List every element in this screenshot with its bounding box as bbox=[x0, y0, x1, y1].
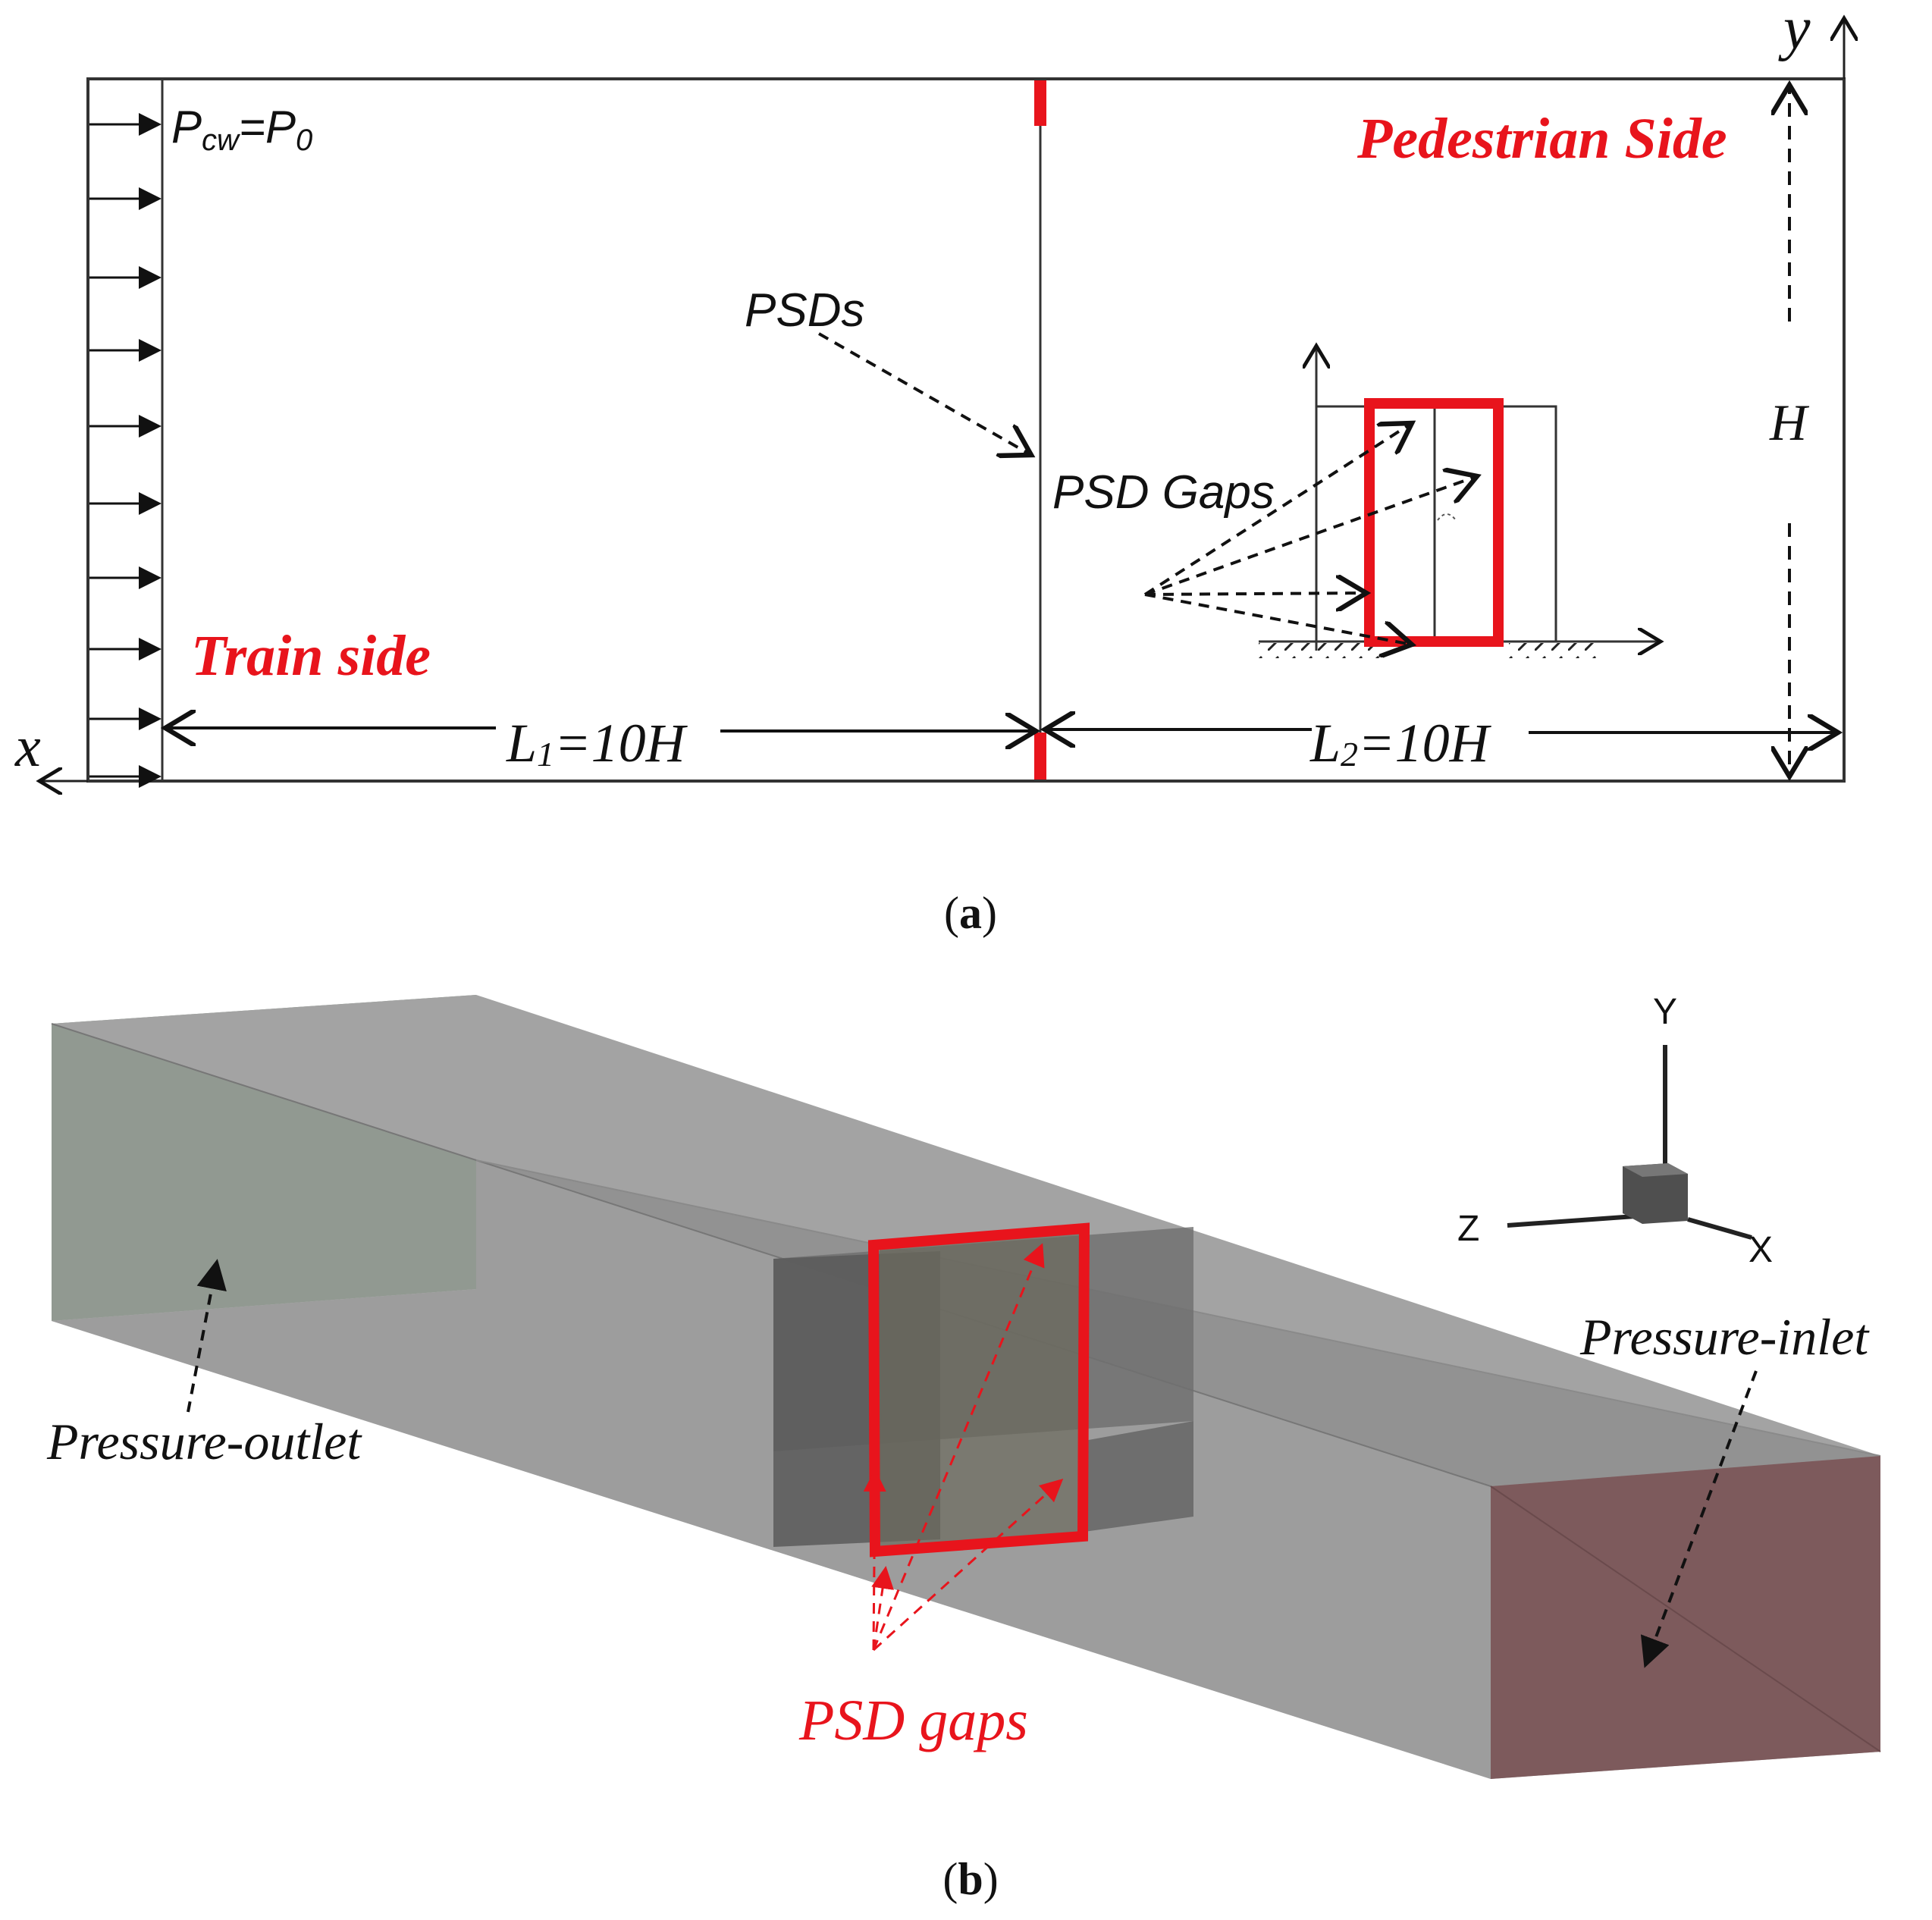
inlet-face bbox=[1491, 1456, 1880, 1779]
psd-gap-bottom bbox=[1034, 733, 1046, 780]
train-side-label: Train side bbox=[191, 624, 431, 688]
caption-b: (b) bbox=[942, 1854, 998, 1904]
axis-triad: Y Z X bbox=[1457, 992, 1773, 1270]
axis-X-label: X bbox=[1749, 1230, 1773, 1270]
psd-gaps-label-b: PSD gaps bbox=[798, 1689, 1028, 1752]
tunnel-front-face bbox=[52, 1024, 1491, 1779]
psd-gap-arrows bbox=[863, 1243, 1064, 1652]
panel-a: Pcw=P0 Pedestrian Side Train side PSDs P… bbox=[14, 0, 1844, 938]
l2-label: L2=10H bbox=[1309, 713, 1492, 773]
l1-label: L1=10H bbox=[506, 713, 688, 773]
panel-b: Y Z X Pressure-outlet Pressure-inlet PSD… bbox=[46, 992, 1881, 1904]
caption-a: (a) bbox=[944, 888, 997, 938]
psds-label: PSDs bbox=[745, 284, 864, 337]
psds-pointer bbox=[818, 332, 1031, 455]
psd-gaps-label-a: PSD Gaps bbox=[1052, 466, 1275, 519]
inlet-bc-label: Pcw=P0 bbox=[171, 102, 312, 157]
x-axis-label: x bbox=[14, 715, 41, 779]
psd-gap-frame bbox=[867, 1222, 1090, 1558]
psd-block-front bbox=[880, 1228, 1084, 1547]
pressure-inlet-label: Pressure-inlet bbox=[1579, 1308, 1870, 1366]
gap-detail-red-frame bbox=[1364, 398, 1504, 647]
inlet-pointer bbox=[1640, 1370, 1758, 1668]
domain-boundary bbox=[86, 77, 1846, 783]
gap-detail-inset bbox=[1143, 346, 1661, 658]
psd-gap-top bbox=[1034, 80, 1046, 126]
inlet-arrows bbox=[89, 113, 162, 788]
y-axis-label-text: y bbox=[1778, 0, 1811, 62]
height-label: H bbox=[1769, 394, 1810, 451]
pedestrian-side-label: Pedestrian Side bbox=[1356, 107, 1727, 171]
psd-block-right bbox=[1084, 1421, 1193, 1532]
axis-Y-label: Y bbox=[1653, 992, 1677, 1032]
pressure-outlet-label: Pressure-outlet bbox=[46, 1413, 362, 1470]
axis-Z-label: Z bbox=[1457, 1209, 1479, 1249]
outlet-pointer bbox=[187, 1259, 227, 1413]
